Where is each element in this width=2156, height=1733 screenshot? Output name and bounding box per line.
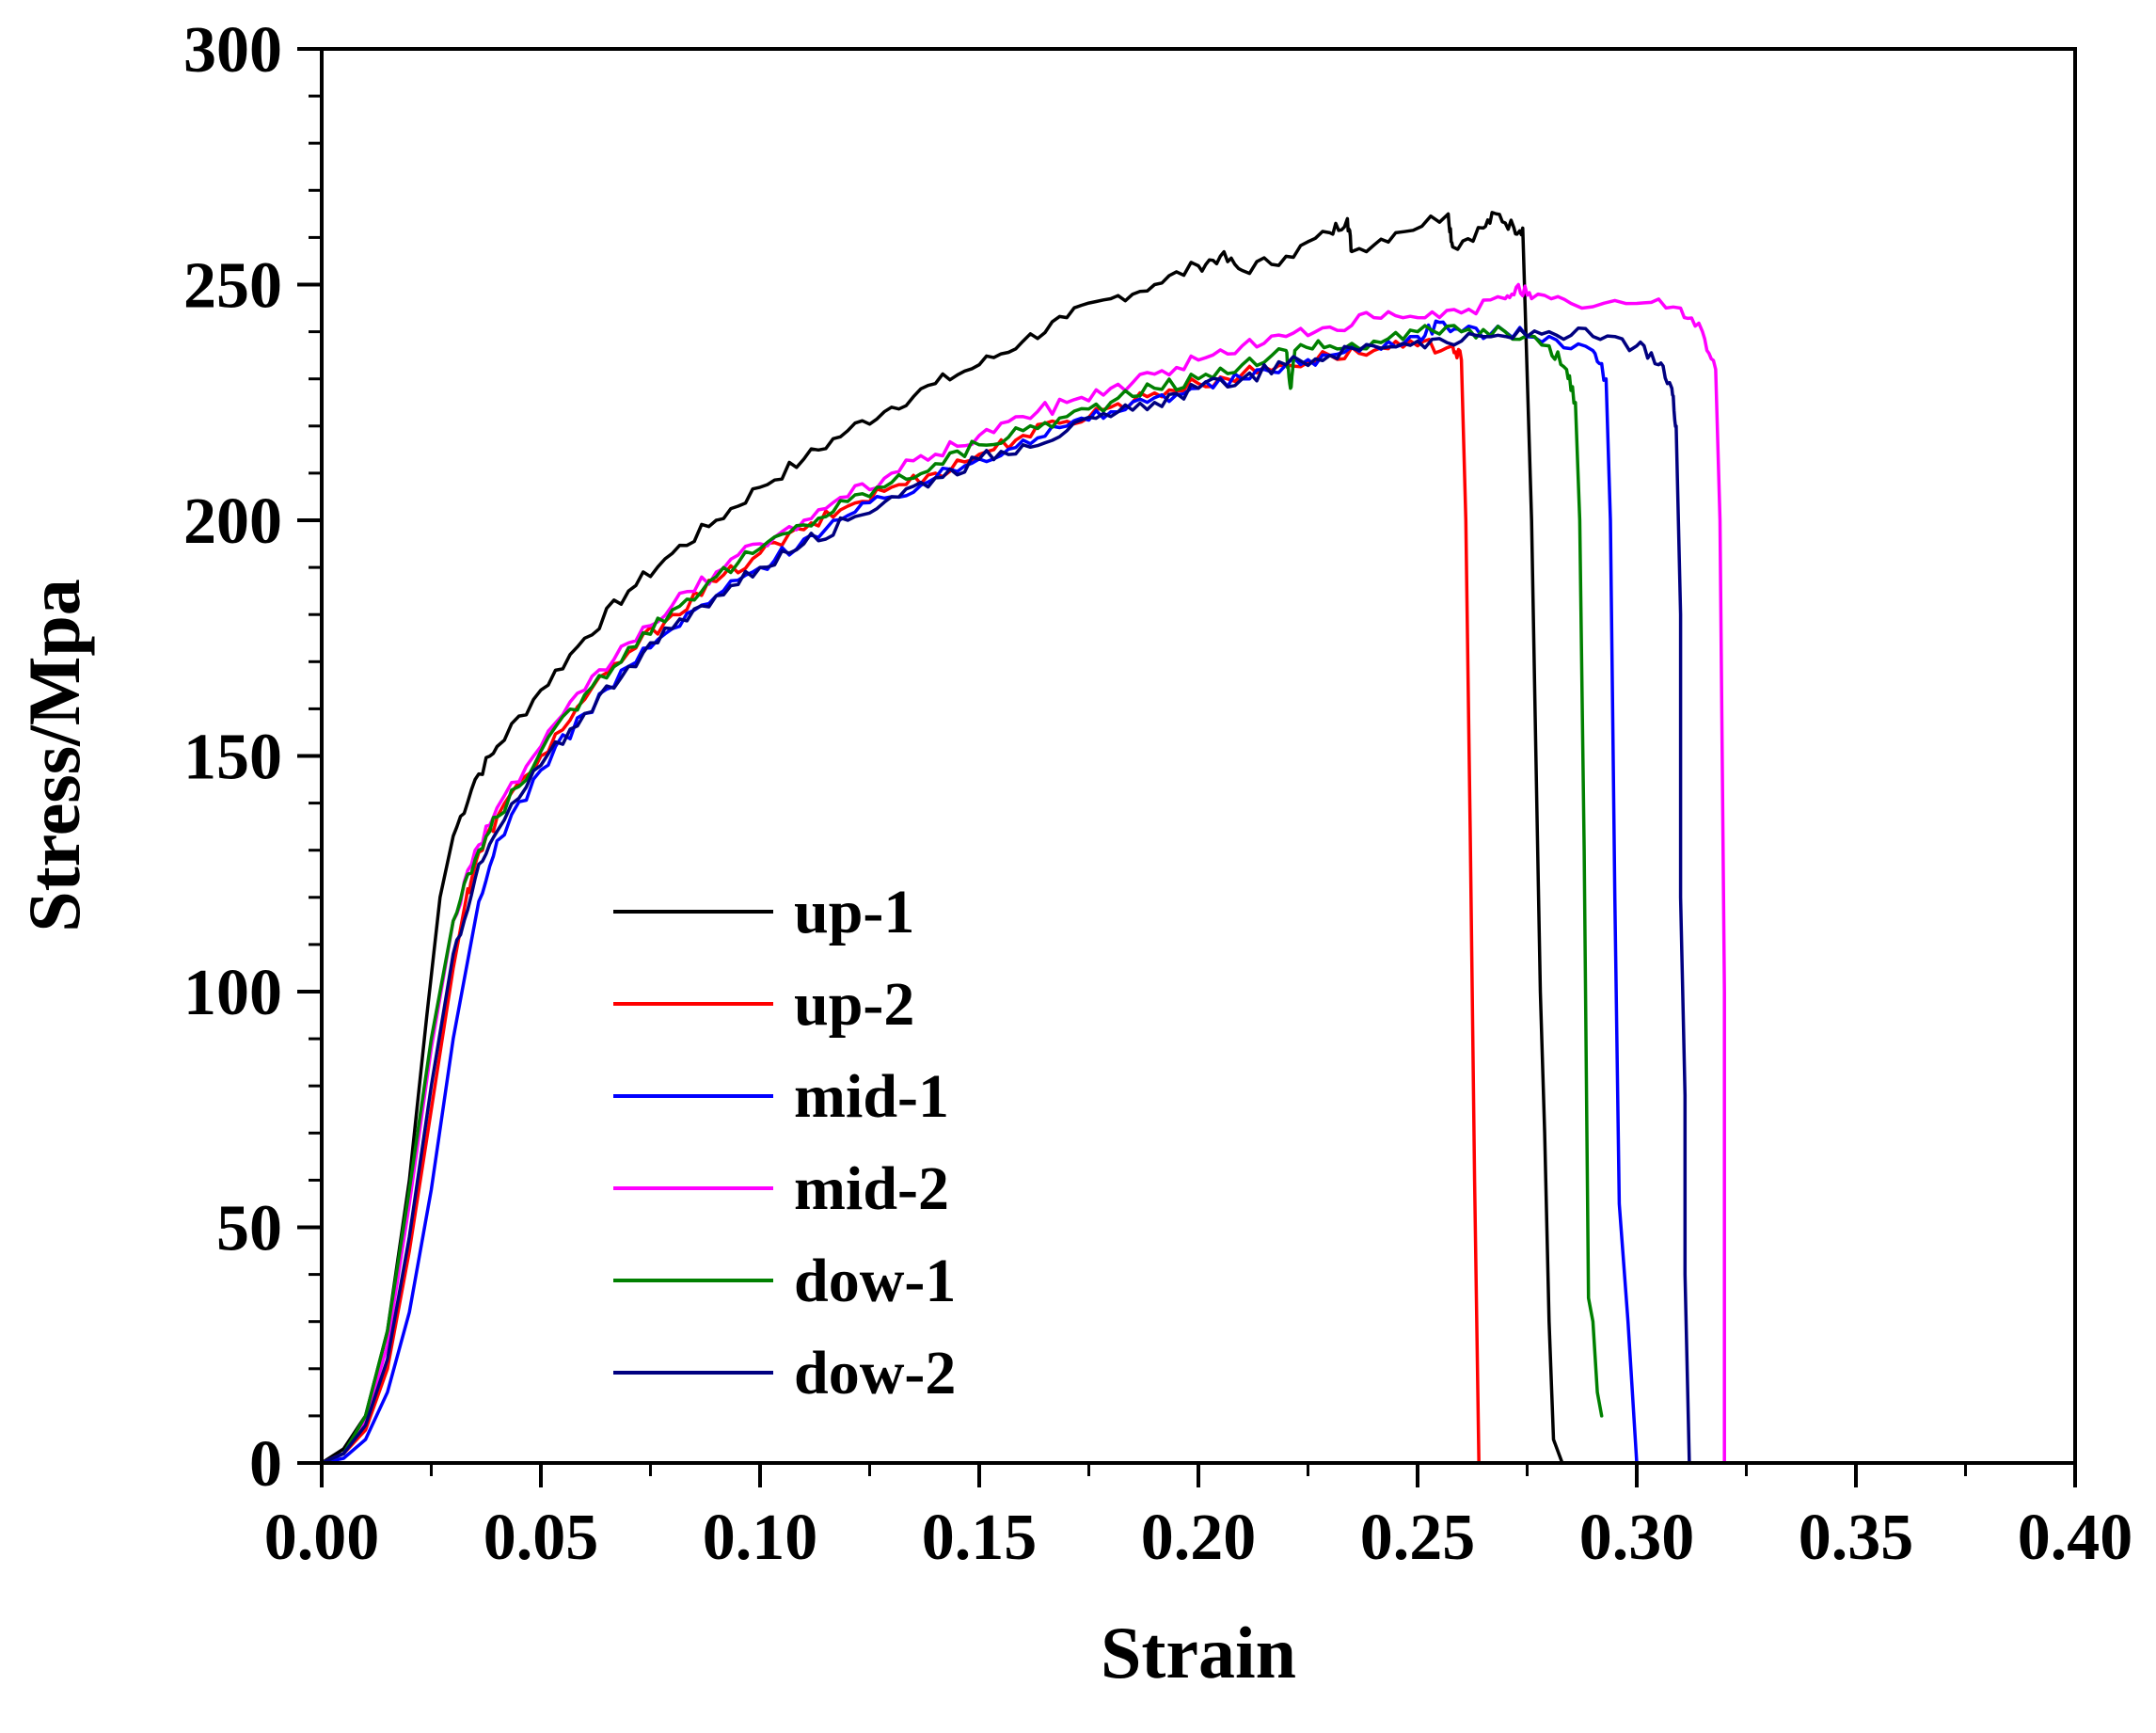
series-line-mid-1 bbox=[320, 319, 1639, 1465]
y-tick-label: 100 bbox=[183, 957, 282, 1029]
x-tick-label: 0.05 bbox=[484, 1502, 599, 1574]
axes-layer: 0.00 0.05 0.10 0.15 0.20 0.25 0.30 0.35 0.40 0 50 1… bbox=[183, 14, 2132, 1574]
series-layer bbox=[320, 211, 1726, 1465]
legend-label-dow-2: dow-2 bbox=[794, 1339, 956, 1407]
legend-label-dow-1: dow-1 bbox=[794, 1247, 956, 1315]
x-tick-label: 0.40 bbox=[2018, 1502, 2133, 1574]
x-tick-label: 0.00 bbox=[264, 1502, 380, 1574]
plot-frame bbox=[320, 47, 2077, 1465]
x-tick-label: 0.30 bbox=[1579, 1502, 1695, 1574]
series-line-dow-1 bbox=[320, 324, 1604, 1465]
series-line-mid-2 bbox=[320, 282, 1726, 1465]
x-tick-label: 0.35 bbox=[1799, 1502, 1914, 1574]
x-tick-label: 0.15 bbox=[922, 1502, 1038, 1574]
legend: up-1 up-2 mid-1 mid-2 dow-1 dow-2 bbox=[613, 878, 956, 1407]
y-tick-label: 300 bbox=[183, 14, 282, 87]
series-line-dow-2 bbox=[320, 326, 1691, 1465]
y-axis-title: Stress/Mpa bbox=[13, 579, 95, 932]
y-tick-label: 0 bbox=[249, 1428, 282, 1501]
legend-label-up-2: up-2 bbox=[794, 970, 914, 1039]
y-tick-label: 250 bbox=[183, 250, 282, 323]
y-tick-label: 150 bbox=[183, 722, 282, 794]
legend-label-mid-2: mid-2 bbox=[794, 1154, 949, 1223]
y-tick-label: 200 bbox=[183, 485, 282, 558]
x-tick-label: 0.25 bbox=[1360, 1502, 1476, 1574]
x-tick-label: 0.10 bbox=[703, 1502, 818, 1574]
legend-label-up-1: up-1 bbox=[794, 878, 914, 946]
legend-label-mid-1: mid-1 bbox=[794, 1062, 949, 1131]
series-line-up-1 bbox=[320, 211, 1564, 1465]
x-tick-label: 0.20 bbox=[1141, 1502, 1257, 1574]
y-tick-label: 50 bbox=[216, 1193, 282, 1265]
x-axis-title: Strain bbox=[1101, 1612, 1296, 1693]
